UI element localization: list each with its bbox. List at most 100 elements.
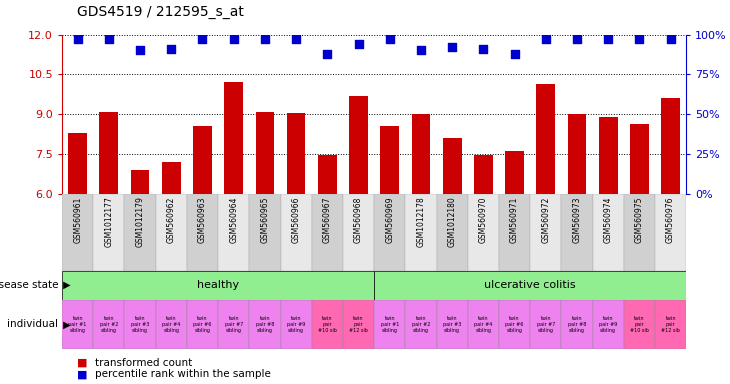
Point <box>291 36 302 42</box>
Text: twin
pair #8
sibling: twin pair #8 sibling <box>255 316 274 333</box>
Text: healthy: healthy <box>197 280 239 290</box>
Bar <box>255 112 274 194</box>
Point <box>384 36 396 42</box>
Text: twin
pair #2
sibling: twin pair #2 sibling <box>412 316 430 333</box>
Text: GSM560967: GSM560967 <box>323 196 332 243</box>
Bar <box>193 126 212 194</box>
Text: twin
pair #3
sibling: twin pair #3 sibling <box>443 316 461 333</box>
Bar <box>499 300 530 349</box>
Bar <box>312 194 343 271</box>
Point <box>166 46 177 52</box>
Bar <box>131 170 150 194</box>
Text: GSM560961: GSM560961 <box>73 196 82 243</box>
Bar <box>312 300 343 349</box>
Bar <box>62 300 93 349</box>
Bar <box>405 194 437 271</box>
Text: GSM1012180: GSM1012180 <box>447 196 457 247</box>
Bar <box>374 300 405 349</box>
Bar <box>249 300 280 349</box>
Bar <box>468 194 499 271</box>
Bar <box>380 126 399 194</box>
Text: twin
pair #8
sibling: twin pair #8 sibling <box>568 316 586 333</box>
Text: GSM560971: GSM560971 <box>510 196 519 243</box>
Bar <box>280 300 312 349</box>
Text: ulcerative colitis: ulcerative colitis <box>484 280 576 290</box>
Bar <box>318 156 337 194</box>
Text: twin
pair #6
sibling: twin pair #6 sibling <box>505 316 523 333</box>
Text: percentile rank within the sample: percentile rank within the sample <box>95 369 271 379</box>
Bar <box>62 271 374 300</box>
Bar <box>249 194 280 271</box>
Bar <box>124 194 155 271</box>
Text: transformed count: transformed count <box>95 358 192 368</box>
Text: GSM560975: GSM560975 <box>635 196 644 243</box>
Point <box>602 36 614 42</box>
Point <box>540 36 552 42</box>
Bar <box>437 300 468 349</box>
Bar <box>655 194 686 271</box>
Text: GSM560969: GSM560969 <box>385 196 394 243</box>
Text: ▶: ▶ <box>60 319 71 329</box>
Bar <box>155 300 187 349</box>
Text: ■: ■ <box>77 358 91 368</box>
Bar <box>124 300 155 349</box>
Bar <box>224 83 243 194</box>
Text: individual: individual <box>7 319 58 329</box>
Bar <box>69 133 87 194</box>
Point <box>477 46 489 52</box>
Bar <box>599 117 618 194</box>
Bar <box>593 194 624 271</box>
Text: GSM1012178: GSM1012178 <box>416 196 426 247</box>
Bar <box>561 194 593 271</box>
Point <box>509 51 520 57</box>
Point <box>353 41 364 47</box>
Point <box>134 47 146 53</box>
Bar <box>218 194 250 271</box>
Text: twin
pair
#10 sib: twin pair #10 sib <box>318 316 337 333</box>
Text: twin
pair #7
sibling: twin pair #7 sibling <box>225 316 243 333</box>
Bar <box>349 96 368 194</box>
Bar <box>343 300 374 349</box>
Text: twin
pair #4
sibling: twin pair #4 sibling <box>162 316 180 333</box>
Bar <box>530 194 561 271</box>
Bar <box>287 113 305 194</box>
Bar <box>93 300 124 349</box>
Text: GSM560966: GSM560966 <box>291 196 301 243</box>
Text: GSM560972: GSM560972 <box>541 196 550 243</box>
Bar <box>99 112 118 194</box>
Text: twin
pair
#12 sib: twin pair #12 sib <box>349 316 368 333</box>
Bar <box>468 300 499 349</box>
Text: GSM560965: GSM560965 <box>261 196 269 243</box>
Bar <box>443 138 461 194</box>
Text: GSM560968: GSM560968 <box>354 196 363 243</box>
Text: twin
pair #7
sibling: twin pair #7 sibling <box>537 316 555 333</box>
Bar <box>218 300 250 349</box>
Point <box>571 36 583 42</box>
Point <box>259 36 271 42</box>
Text: twin
pair #4
sibling: twin pair #4 sibling <box>474 316 493 333</box>
Bar <box>624 300 655 349</box>
Bar <box>593 300 624 349</box>
Bar <box>187 194 218 271</box>
Text: GSM1012179: GSM1012179 <box>136 196 145 247</box>
Point <box>228 36 239 42</box>
Bar <box>374 194 405 271</box>
Bar <box>155 194 187 271</box>
Text: GSM1012177: GSM1012177 <box>104 196 113 247</box>
Bar <box>437 194 468 271</box>
Bar <box>474 156 493 194</box>
Bar <box>187 300 218 349</box>
Bar <box>412 114 430 194</box>
Bar <box>374 271 686 300</box>
Point <box>196 36 208 42</box>
Text: twin
pair #1
sibling: twin pair #1 sibling <box>380 316 399 333</box>
Bar <box>655 300 686 349</box>
Bar <box>530 300 561 349</box>
Text: GSM560970: GSM560970 <box>479 196 488 243</box>
Bar <box>661 98 680 194</box>
Bar <box>624 194 655 271</box>
Point <box>415 47 427 53</box>
Text: twin
pair #1
sibling: twin pair #1 sibling <box>69 316 87 333</box>
Bar <box>561 300 593 349</box>
Text: GSM560962: GSM560962 <box>166 196 176 243</box>
